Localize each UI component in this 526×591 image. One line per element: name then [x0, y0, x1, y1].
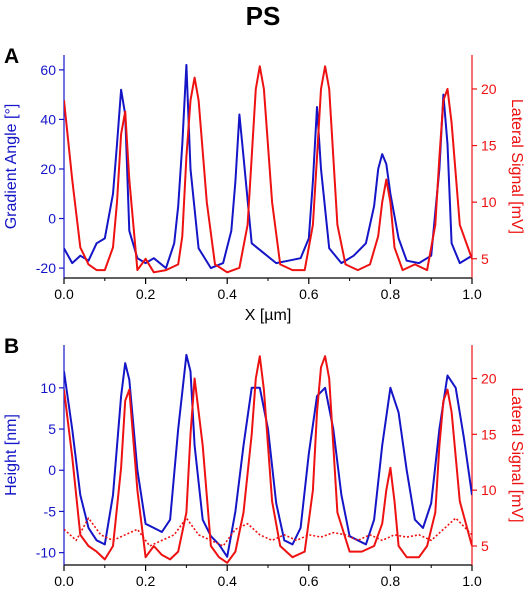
x-tick-label: 0.0	[54, 573, 74, 589]
left-y-tick-label: -5	[44, 503, 57, 519]
x-tick-label: 0.8	[381, 286, 401, 302]
x-tick-label: 1.0	[462, 573, 482, 589]
x-tick-label: 0.6	[299, 286, 319, 302]
x-tick-label: 1.0	[462, 286, 482, 302]
panel-b: B0.00.20.40.60.81.0-10-505105101520X [µm…	[3, 335, 525, 589]
right-y-axis-label: Lateral Signal [mV]	[508, 387, 525, 522]
left-y-axis-label: Height [nm]	[3, 414, 20, 496]
left-y-tick-label: 40	[40, 111, 56, 127]
figure-title: PS	[246, 1, 281, 31]
panel-letter: B	[4, 335, 19, 358]
blue-series-line	[64, 353, 472, 558]
panel-letter: A	[4, 45, 19, 68]
left-y-tick-label: 0	[48, 211, 56, 227]
left-y-tick-label: -10	[36, 545, 56, 561]
right-y-tick-label: 20	[481, 81, 497, 97]
blue-series-line	[64, 63, 472, 270]
right-y-tick-label: 5	[481, 251, 489, 267]
red-series-line	[64, 355, 472, 564]
x-tick-label: 0.4	[217, 573, 237, 589]
x-tick-label: 0.6	[299, 573, 319, 589]
left-y-axis-label: Gradient Angle [°]	[3, 104, 20, 230]
left-y-tick-label: 5	[48, 421, 56, 437]
red-series-line	[64, 65, 472, 274]
x-tick-label: 0.2	[136, 286, 156, 302]
left-y-tick-label: 10	[40, 380, 56, 396]
right-y-tick-label: 5	[481, 538, 489, 554]
right-y-tick-label: 20	[481, 371, 497, 387]
x-tick-label: 0.4	[217, 286, 237, 302]
red-dotted-series-line	[64, 517, 472, 547]
right-y-tick-label: 15	[481, 426, 497, 442]
right-y-tick-label: 15	[481, 138, 497, 154]
left-y-tick-label: 20	[40, 161, 56, 177]
right-y-axis-label: Lateral Signal [mV]	[508, 99, 525, 234]
x-axis-label: X [µm]	[245, 307, 292, 324]
x-tick-label: 0.8	[381, 573, 401, 589]
left-y-tick-label: 60	[40, 62, 56, 78]
right-y-tick-label: 10	[481, 194, 497, 210]
panel-a: A 0.0 0.2 0.4 0.6 0.8 1.0 -20 0 20 40 60 5 10 15 20 X [µ…	[3, 45, 525, 324]
x-tick-label: 0.2	[136, 573, 156, 589]
x-tick-label: 0.0	[54, 286, 74, 302]
left-y-tick-label: 0	[48, 462, 56, 478]
right-y-tick-label: 10	[481, 482, 497, 498]
left-y-tick-label: -20	[36, 260, 56, 276]
